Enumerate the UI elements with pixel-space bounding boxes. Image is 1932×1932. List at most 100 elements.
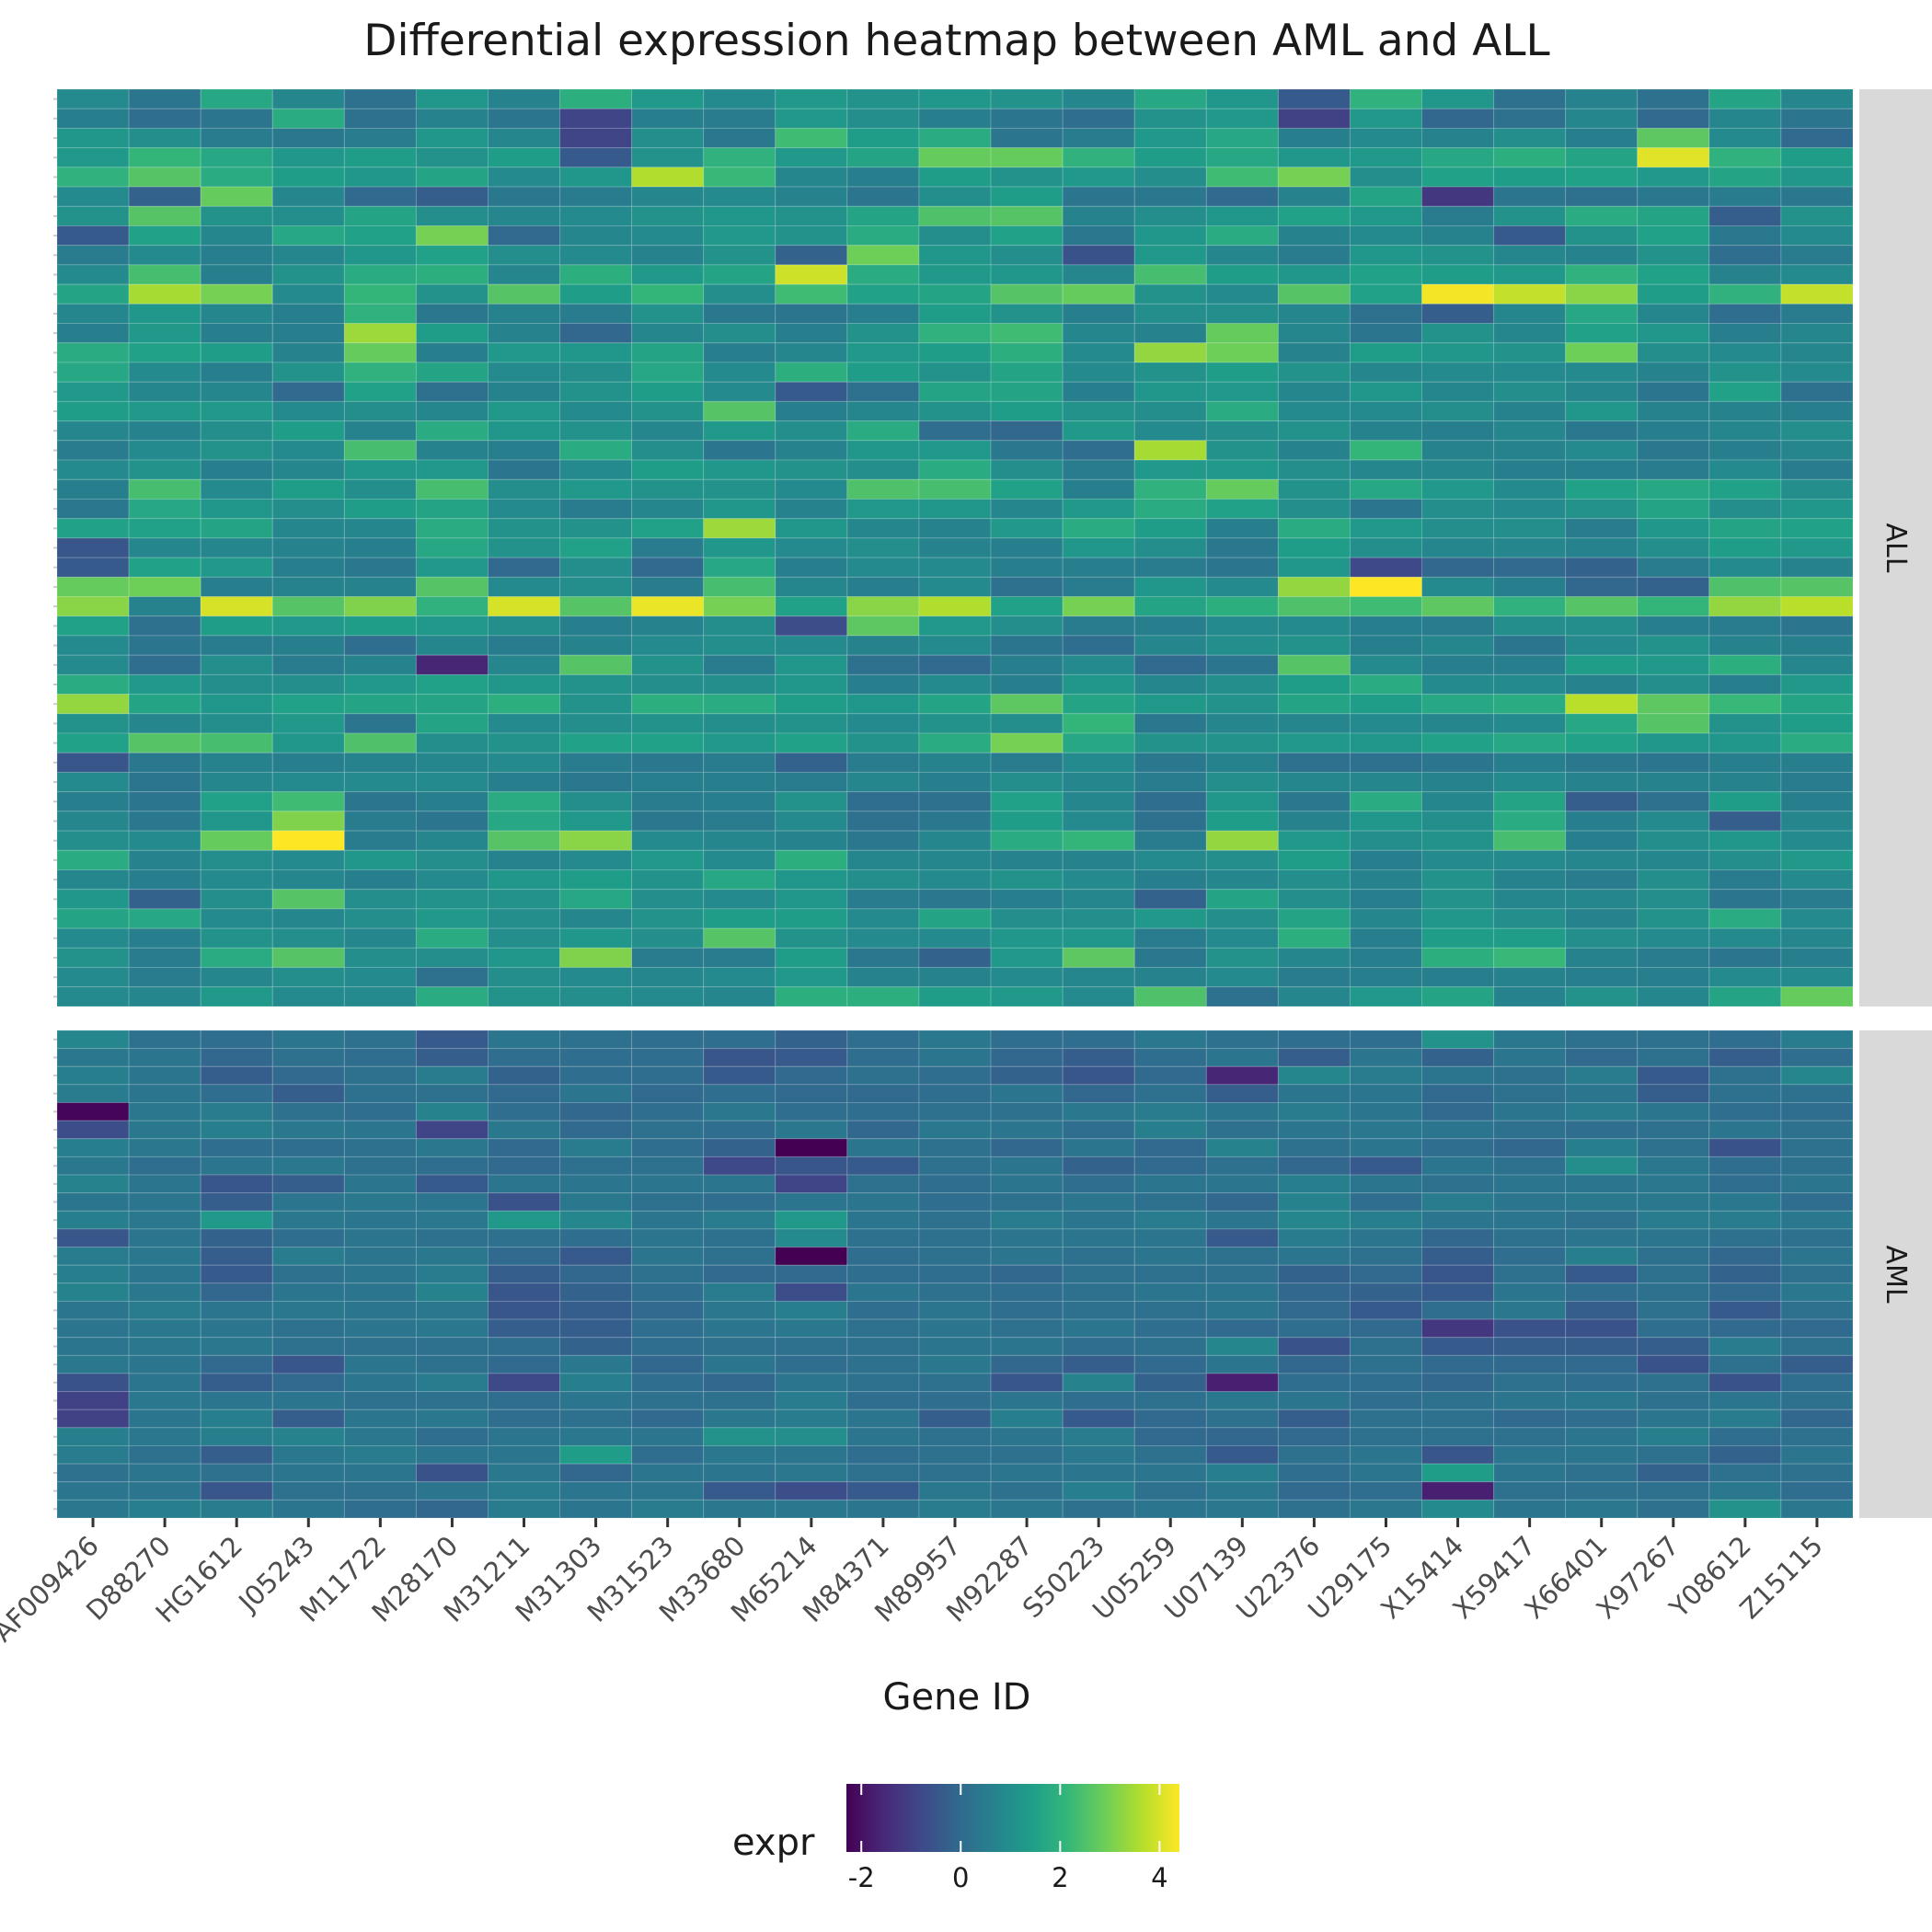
heatmap-cell [343, 224, 417, 247]
heatmap-cell [271, 1300, 345, 1320]
heatmap-cell [918, 811, 992, 832]
heatmap-cell [1493, 927, 1567, 949]
heatmap-cell [631, 947, 705, 969]
heatmap-cell [1062, 654, 1135, 675]
heatmap-cell [128, 849, 201, 871]
heatmap-cell [990, 440, 1064, 461]
heatmap-cell [1637, 908, 1710, 929]
heatmap-cell [1708, 303, 1782, 325]
heatmap-cell [1708, 147, 1782, 168]
heatmap-cell [1493, 596, 1567, 617]
heatmap-cell [1421, 811, 1495, 832]
heatmap-cell [415, 1373, 489, 1393]
heatmap-cell [56, 518, 130, 539]
heatmap-cell [1133, 869, 1207, 891]
heatmap-cell [271, 1084, 345, 1104]
heatmap-cell [1780, 1065, 1854, 1086]
heatmap-cell [703, 1318, 776, 1339]
heatmap-cell [200, 849, 273, 871]
heatmap-cell [703, 1156, 776, 1176]
heatmap-cell [846, 1156, 920, 1176]
heatmap-cell [200, 518, 273, 539]
colorbar-tick-label: 4 [1151, 1862, 1167, 1893]
heatmap-cell [1780, 1373, 1854, 1393]
heatmap-cell [1133, 830, 1207, 851]
heatmap-cell [703, 1463, 776, 1483]
heatmap-cell [1277, 127, 1351, 149]
heatmap-cell [271, 1138, 345, 1157]
heatmap-cell [1349, 1409, 1423, 1429]
heatmap-cell [487, 1264, 561, 1284]
heatmap-cell [559, 1337, 633, 1356]
heatmap-cell [1780, 1391, 1854, 1410]
heatmap-cell [1205, 673, 1279, 696]
heatmap-cell [846, 967, 920, 988]
heatmap-cell [128, 947, 201, 969]
heatmap-cell [1780, 342, 1854, 363]
heatmap-cell [271, 713, 345, 734]
heatmap-cell [271, 518, 345, 539]
heatmap-cell [703, 224, 776, 247]
heatmap-cell [1205, 1427, 1279, 1446]
heatmap-cell [1205, 420, 1279, 442]
heatmap-cell [1565, 1391, 1639, 1410]
heatmap-cell [1565, 771, 1639, 793]
heatmap-cell [128, 420, 201, 442]
heatmap-cell [343, 908, 417, 929]
heatmap-cell [631, 694, 705, 715]
heatmap-cell [1349, 673, 1423, 696]
heatmap-cell [1421, 498, 1495, 520]
heatmap-cell [631, 167, 705, 188]
heatmap-cell [631, 1084, 705, 1104]
heatmap-cell [1205, 186, 1279, 207]
heatmap-cell [1277, 947, 1351, 969]
heatmap-cell [1780, 811, 1854, 832]
heatmap-cell [56, 186, 130, 207]
heatmap-cell [631, 1318, 705, 1339]
heatmap-cell [631, 1210, 705, 1230]
heatmap-cell [343, 927, 417, 949]
heatmap-cell [990, 108, 1064, 129]
heatmap-cell [56, 635, 130, 656]
heatmap-cell [1708, 420, 1782, 442]
heatmap-cell [1565, 323, 1639, 344]
heatmap-cell [1133, 1444, 1207, 1465]
heatmap-cell [1205, 869, 1279, 891]
heatmap-cell [559, 1300, 633, 1320]
heatmap-cell [487, 1029, 561, 1050]
heatmap-cell [918, 362, 992, 383]
heatmap-cell [1565, 732, 1639, 753]
heatmap-cell [918, 869, 992, 891]
heatmap-cell [487, 673, 561, 696]
heatmap-cell [1133, 381, 1207, 402]
heatmap-cell [56, 1499, 130, 1519]
heatmap-cell [559, 420, 633, 442]
heatmap-cell [1493, 673, 1567, 696]
heatmap-cell [631, 537, 705, 558]
heatmap-cell [918, 147, 992, 168]
heatmap-cell [487, 147, 561, 168]
heatmap-cell [1421, 264, 1495, 285]
heatmap-cell [1205, 1409, 1279, 1429]
heatmap-cell [1421, 1084, 1495, 1104]
heatmap-cell [775, 1409, 848, 1429]
heatmap-cell [415, 147, 489, 168]
heatmap-cell [1133, 967, 1207, 988]
heatmap-cell [1062, 1409, 1135, 1429]
heatmap-cell [631, 1138, 705, 1157]
heatmap-cell [128, 889, 201, 910]
heatmap-cell [415, 1318, 489, 1339]
heatmap-cell [990, 186, 1064, 207]
heatmap-cell [703, 635, 776, 656]
heatmap-cell [415, 576, 489, 598]
heatmap-cell [1565, 1192, 1639, 1212]
heatmap-cell [846, 849, 920, 871]
heatmap-cell [415, 947, 489, 969]
heatmap-cell [1708, 1481, 1782, 1501]
heatmap-cell [56, 1120, 130, 1140]
heatmap-cell [1062, 323, 1135, 344]
heatmap-cell [56, 264, 130, 285]
heatmap-cell [487, 1427, 561, 1446]
heatmap-cell [1421, 108, 1495, 129]
heatmap-cell [271, 1427, 345, 1446]
